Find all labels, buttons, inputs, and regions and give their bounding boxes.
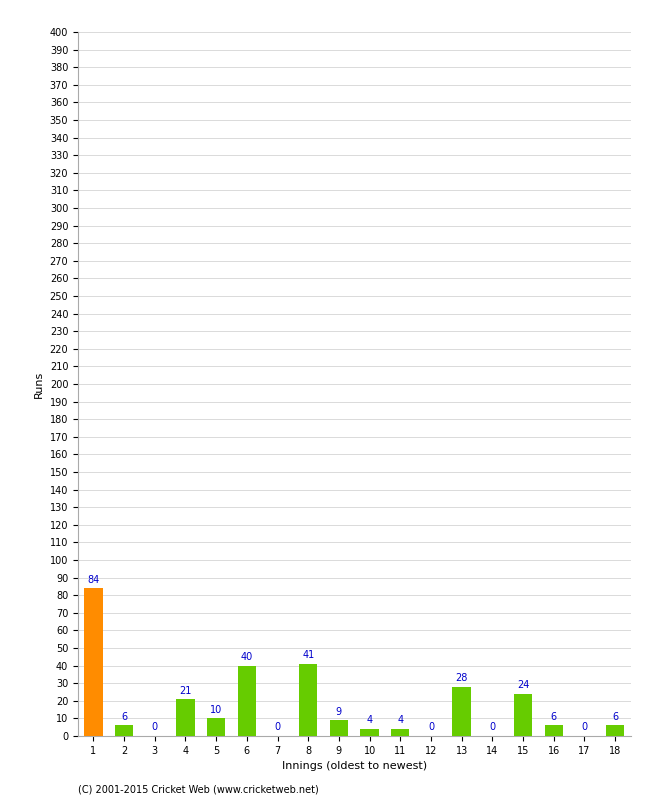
Text: 0: 0 — [581, 722, 588, 733]
Text: 4: 4 — [397, 715, 404, 726]
Bar — [299, 664, 317, 736]
Bar — [452, 686, 471, 736]
Bar — [391, 729, 410, 736]
Bar — [360, 729, 379, 736]
Text: 4: 4 — [367, 715, 372, 726]
Text: 24: 24 — [517, 680, 529, 690]
X-axis label: Innings (oldest to newest): Innings (oldest to newest) — [281, 762, 427, 771]
Bar — [115, 726, 133, 736]
Y-axis label: Runs: Runs — [34, 370, 44, 398]
Bar — [176, 699, 194, 736]
Text: 41: 41 — [302, 650, 315, 660]
Bar — [238, 666, 256, 736]
Text: 6: 6 — [551, 712, 557, 722]
Text: 0: 0 — [489, 722, 495, 733]
Bar — [207, 718, 226, 736]
Bar — [84, 588, 103, 736]
Text: (C) 2001-2015 Cricket Web (www.cricketweb.net): (C) 2001-2015 Cricket Web (www.cricketwe… — [78, 784, 318, 794]
Text: 0: 0 — [274, 722, 281, 733]
Text: 0: 0 — [151, 722, 158, 733]
Bar — [606, 726, 625, 736]
Bar — [514, 694, 532, 736]
Text: 21: 21 — [179, 686, 192, 695]
Text: 10: 10 — [210, 705, 222, 715]
Text: 6: 6 — [612, 712, 618, 722]
Text: 28: 28 — [456, 674, 468, 683]
Bar — [330, 720, 348, 736]
Text: 9: 9 — [336, 706, 342, 717]
Bar — [545, 726, 563, 736]
Text: 40: 40 — [240, 652, 253, 662]
Text: 6: 6 — [121, 712, 127, 722]
Text: 0: 0 — [428, 722, 434, 733]
Text: 84: 84 — [87, 574, 99, 585]
